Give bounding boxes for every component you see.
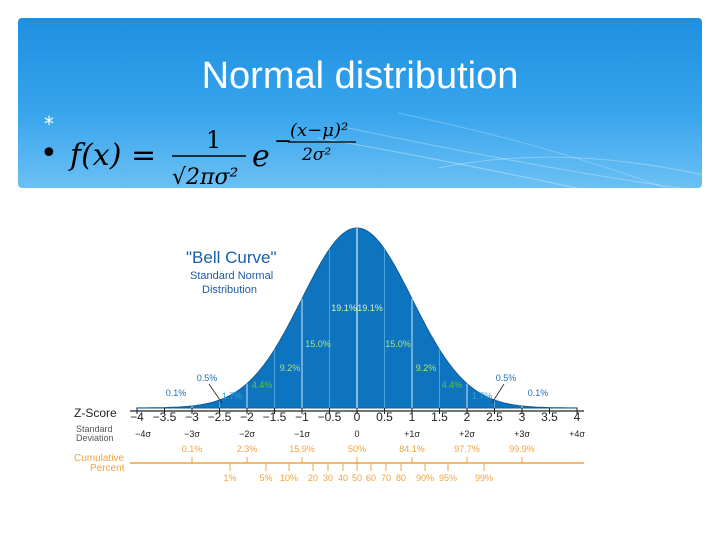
cum-row-label-2: Percent (90, 463, 125, 474)
sigma-label: −1σ (294, 429, 310, 439)
pointer-line (208, 383, 223, 404)
figure-subheading-1: Standard Normal (190, 270, 273, 282)
slide-title: Normal distribution (201, 55, 519, 97)
sigma-label: +3σ (514, 429, 530, 439)
formula-lhs: f(x) = (68, 138, 156, 173)
formula-numerator: 1 (206, 126, 221, 154)
region-percent-label: 4.4% (442, 380, 463, 390)
cumulative-label: 15.9% (289, 444, 315, 454)
region-percent-label: 4.4% (252, 380, 273, 390)
sigma-label: +1σ (404, 429, 420, 439)
percentile-label: 99% (475, 473, 493, 483)
region-percent-labels: 0.1%0.5%1.7%4.4%9.2%15.0%19.1% 19.1%15.0%… (166, 303, 549, 404)
percentile-label: 10% (280, 473, 298, 483)
formula-exp-denominator: 2σ² (301, 145, 331, 165)
percentile-label: 95% (439, 473, 457, 483)
figure-subheading-2: Distribution (202, 284, 257, 296)
z-tick-label: 4 (574, 410, 581, 424)
formula-base-e: e (252, 139, 270, 174)
region-percent-label: 9.2% (416, 363, 437, 373)
cumulative-label: 84.1% (399, 444, 425, 454)
pointer-line (491, 383, 505, 404)
cumulative-label: 0.1% (182, 444, 203, 454)
formula-denominator: √2πσ² (172, 165, 238, 188)
z-tick-label: 3.5 (541, 410, 558, 424)
cumulative-label: 97.7% (454, 444, 480, 454)
z-tick-label: −1 (295, 410, 309, 424)
sigma-label: +4σ (569, 429, 585, 439)
percentile-label: 1% (223, 473, 236, 483)
zscore-row-label: Z-Score (74, 406, 117, 420)
z-tick-label: 0.5 (376, 410, 393, 424)
sigma-label: −4σ (135, 429, 151, 439)
formula-exp-sign: − (274, 129, 292, 154)
region-percent-label: 0.5% (496, 373, 517, 383)
region-percent-label: 1.7% (472, 391, 493, 401)
percentile-label: 20 (308, 473, 318, 483)
z-tick-label: −3 (185, 410, 199, 424)
region-percent-label: 0.1% (166, 388, 187, 398)
region-percent-label: 0.1% (528, 388, 549, 398)
region-percent-label: 15.0% (385, 339, 411, 349)
percentile-label: 30 (323, 473, 333, 483)
bullet-dot: • (40, 136, 58, 171)
z-tick-label: −1.5 (263, 410, 287, 424)
cum-row-label-1: Cumulative (74, 453, 124, 464)
percentile-label: 40 (338, 473, 348, 483)
z-tick-label: 0 (354, 410, 361, 424)
z-tick-label: 3 (519, 410, 526, 424)
region-percent-label: 1.7% (222, 391, 243, 401)
z-tick-label: 2.5 (486, 410, 503, 424)
cumulative-percent-labels: 0.1% 2.3% 15.9% 50% 84.1% 97.7% 99.9% (182, 444, 535, 463)
percentile-labels: 1% 5% 10% 20 30 40 50 60 70 80 90% 95% 99% (223, 463, 493, 483)
z-tick-label: −2.5 (208, 410, 232, 424)
percentile-label: 50 (352, 473, 362, 483)
sigma-label: +2σ (459, 429, 475, 439)
sd-row-label-1: Standard (76, 424, 113, 434)
percentile-label: 5% (259, 473, 272, 483)
z-tick-label: 1 (409, 410, 416, 424)
region-percent-label: 9.2% (280, 363, 301, 373)
figure-heading: "Bell Curve" (186, 248, 277, 267)
region-percent-label: 15.0% (305, 339, 331, 349)
sigma-label: 0 (354, 429, 359, 439)
percentile-label: 90% (416, 473, 434, 483)
z-tick-label: −4 (130, 410, 144, 424)
z-tick-label: 2 (464, 410, 471, 424)
cumulative-label: 50% (348, 444, 366, 454)
z-tick-label: −3.5 (153, 410, 177, 424)
asterisk-bullet: * (44, 112, 54, 136)
normal-pdf-formula: f(x) = 1 √2πσ² e − (x−μ)² 2σ² (68, 120, 356, 188)
z-tick-label: −2 (240, 410, 254, 424)
bell-curve-diagram: "Bell Curve" Standard Normal Distributio… (74, 227, 585, 483)
z-score-tick-labels: −4 −3.5 −3 −2.5 −2 −1.5 −1 −0.5 0 0.5 1 1.5 2 2.5 3 3.5… (130, 408, 581, 424)
percentile-label: 80 (396, 473, 406, 483)
sigma-labels: −4σ −3σ −2σ −1σ 0 +1σ +2σ +3σ +4σ (135, 429, 585, 439)
percentile-label: 60 (366, 473, 376, 483)
region-percent-label: 19.1% (357, 303, 383, 313)
sigma-divider-lines (164, 228, 550, 408)
cumulative-label: 2.3% (237, 444, 258, 454)
sd-row-label-2: Deviation (76, 433, 114, 443)
title-banner (18, 18, 702, 188)
cumulative-label: 99.9% (509, 444, 535, 454)
banner-decorative-lines (317, 112, 702, 188)
region-percent-label: 19.1% (331, 303, 357, 313)
sigma-label: −3σ (184, 429, 200, 439)
z-tick-label: 1.5 (431, 410, 448, 424)
z-tick-label: −0.5 (318, 410, 342, 424)
sigma-label: −2σ (239, 429, 255, 439)
formula-exp-numerator: (x−μ)² (290, 120, 348, 141)
percentile-label: 70 (381, 473, 391, 483)
region-percent-label: 0.5% (197, 373, 218, 383)
